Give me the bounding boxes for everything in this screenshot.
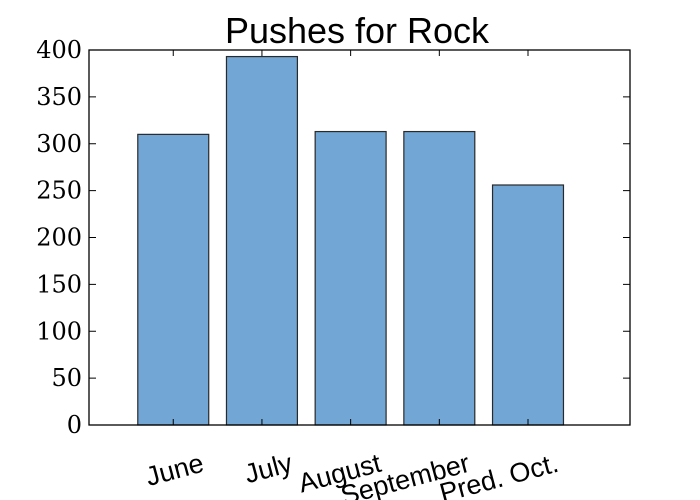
bars-layer [137, 55, 565, 426]
y-axis: 0 50 100 150 200 250 300 350 400 [36, 36, 630, 439]
x-tick-label: July [241, 448, 296, 490]
bar-pred-oct [491, 184, 565, 426]
y-tick-label: 200 [36, 224, 82, 252]
plot-frame [88, 49, 631, 426]
bar-june [137, 133, 210, 426]
y-tick-label: 250 [36, 177, 82, 205]
y-tick-label: 400 [36, 36, 82, 64]
y-tick-label: 50 [51, 364, 82, 392]
x-tick-label: June [142, 448, 206, 492]
bar-july [225, 55, 299, 426]
y-tick-label: 150 [36, 270, 82, 298]
y-tick-label: 0 [67, 411, 82, 439]
bar-september [403, 130, 476, 426]
chart-title: Pushes for Rock [225, 10, 490, 51]
y-tick-label: 100 [36, 317, 82, 345]
bar-august [314, 130, 387, 426]
y-tick-label: 300 [36, 130, 82, 158]
y-tick-label: 350 [36, 83, 82, 111]
